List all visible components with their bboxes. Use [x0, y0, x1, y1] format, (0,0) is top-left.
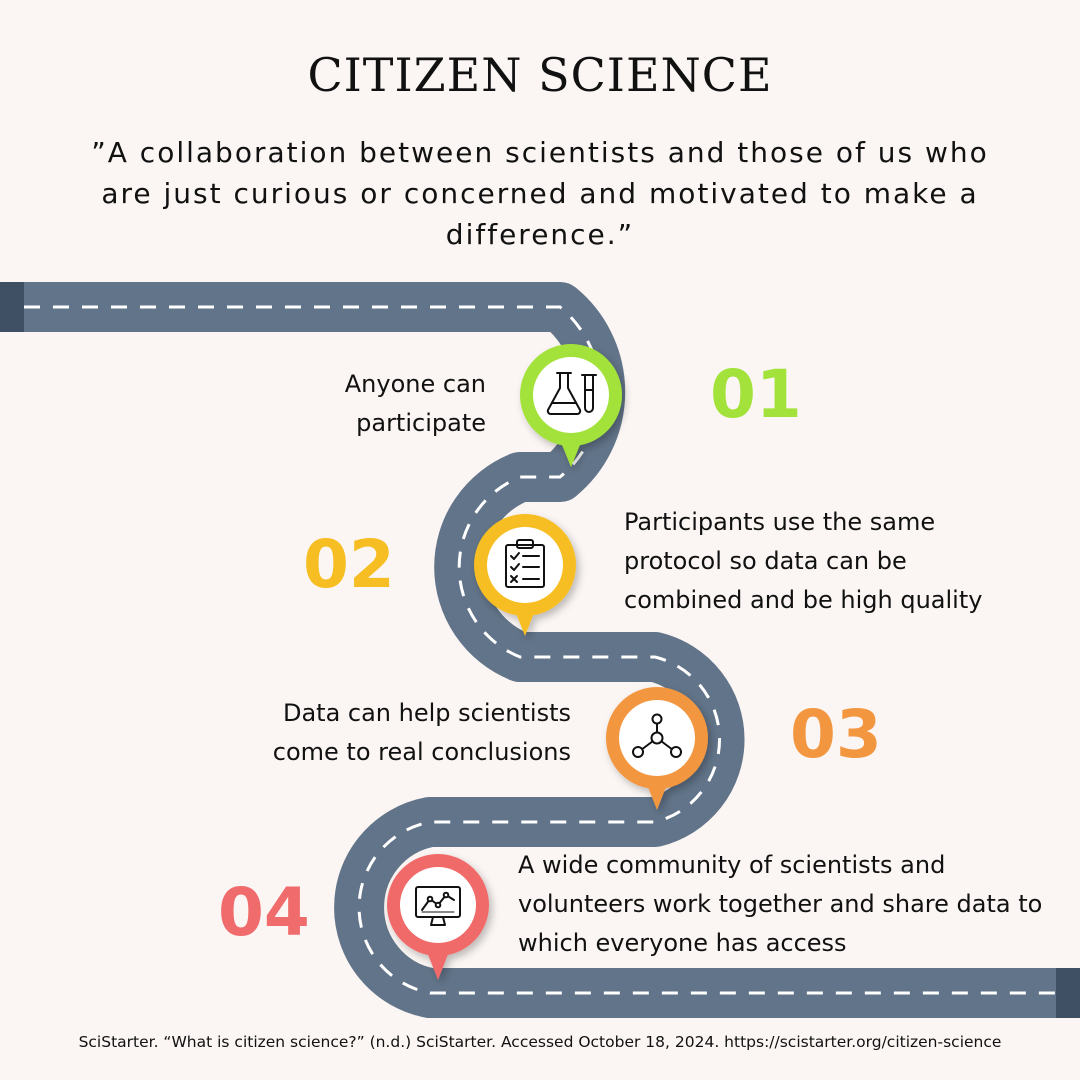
road-end-cap: [1056, 968, 1080, 1018]
step-04-text: A wide community of scientists and volun…: [518, 851, 1043, 957]
road-path: [24, 282, 1056, 1018]
step-02-text: Participants use the same protocol so da…: [624, 508, 983, 614]
source-citation: SciStarter. “What is citizen science?” (…: [78, 1033, 1002, 1051]
monitor-chart-icon: [415, 886, 461, 926]
road-start-cap: [0, 282, 24, 332]
step-01-number: 01: [710, 356, 802, 433]
step-04-number: 04: [218, 874, 310, 951]
clipboard-checklist-icon: [505, 539, 545, 588]
page-title: CITIZEN SCIENCE: [307, 48, 773, 102]
step-01-text: Anyone can participate: [344, 370, 486, 437]
step-02-number: 02: [303, 526, 395, 603]
step-03-text: Data can help scientists come to real co…: [272, 699, 571, 766]
step-03-number: 03: [790, 696, 882, 773]
network-nodes-icon: [632, 713, 682, 758]
flask-test-tube-icon: [546, 372, 597, 415]
definition-quote: ”A collaboration between scientists and …: [91, 136, 989, 251]
